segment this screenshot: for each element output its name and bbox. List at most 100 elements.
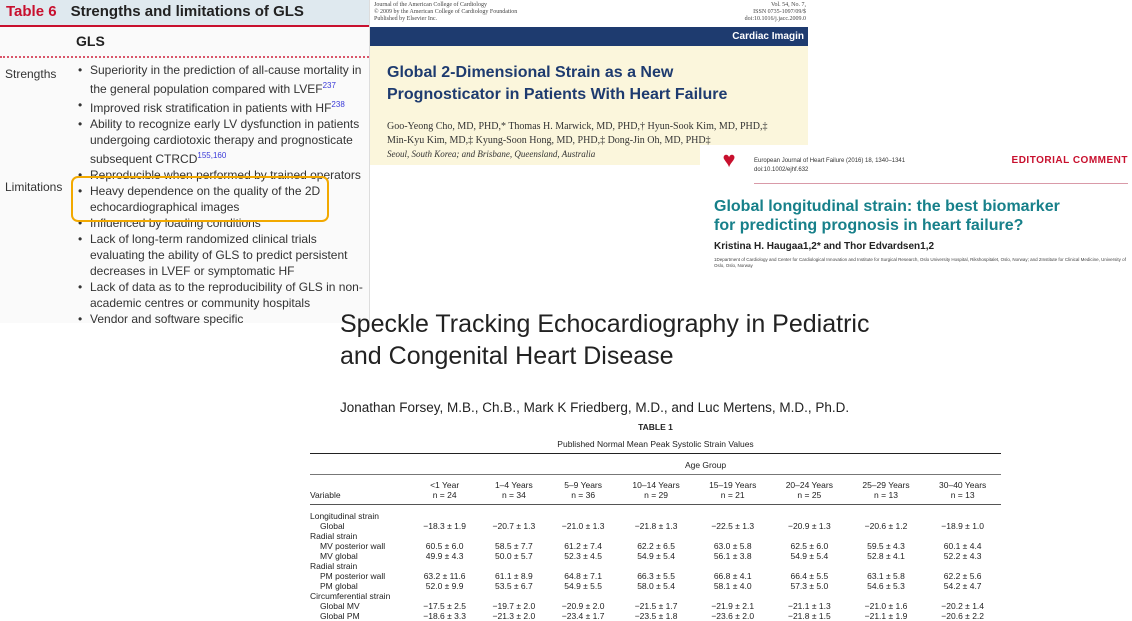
strain-value: 52.8 ± 4.1: [867, 550, 905, 561]
reference-link[interactable]: 155,160: [197, 151, 227, 160]
strengths-label: Strengths: [5, 67, 57, 81]
strain-value: −21.1 ± 1.3: [787, 600, 831, 611]
strain-value: −21.8 ± 1.5: [787, 610, 831, 621]
table-row: MV global 49.9 ± 4.3 50.0 ± 5.7 52.3 ± 4.5 5…: [310, 551, 1001, 561]
age-column-header: 10–14 Years n = 29: [617, 474, 695, 505]
age-label: 30–40 Years: [939, 480, 987, 490]
strain-value: 66.3 ± 5.5: [637, 570, 675, 581]
authors-line: Min-Kyu Kim, MD,‡ Kyung-Soon Hong, MD, P…: [387, 135, 711, 146]
strain-value: 63.1 ± 5.8: [867, 570, 905, 581]
strength-item: Improved risk stratification in patients…: [76, 97, 368, 116]
limitation-item: Lack of data as to the reproducibility o…: [76, 279, 368, 311]
strain-value: −20.6 ± 2.2: [941, 610, 985, 621]
journal-info: Journal of the American College of Cardi…: [370, 0, 808, 27]
strain-value: −19.7 ± 2.0: [492, 600, 536, 611]
title-line: for predicting prognosis in heart failur…: [714, 217, 1024, 234]
strain-value: 56.1 ± 3.8: [713, 550, 752, 561]
strain-value: 58.5 ± 7.7: [495, 540, 533, 551]
strain-table: Age Group Variable <1 Year n = 24 1–4 Years n…: [310, 453, 1001, 621]
age-label: 5–9 Years: [564, 480, 603, 490]
strain-value: −21.3 ± 2.0: [492, 610, 536, 621]
gls-bullet-list: Superiority in the prediction of all-cau…: [76, 62, 368, 327]
strain-value: 66.4 ± 5.5: [790, 570, 829, 581]
age-label: 25–29 Years: [862, 480, 910, 490]
table-row: Global PM −18.6 ± 3.3 −21.3 ± 2.0 −23.4 ± 1…: [310, 611, 1001, 621]
speckle-authors: Jonathan Forsey, M.B., Ch.B., Mark K Fri…: [340, 400, 850, 415]
strain-value: −23.4 ± 1.7: [561, 610, 605, 621]
strain-value: −17.5 ± 2.5: [423, 600, 466, 611]
age-column-header: 25–29 Years n = 13: [847, 474, 925, 505]
table-number: Table 6: [6, 3, 57, 20]
sample-size: n = 29: [644, 490, 668, 500]
journal-line: Journal of the American College of Cardi…: [374, 2, 487, 8]
age-label: 20–24 Years: [785, 480, 833, 490]
table-title: Strengths and limitations of GLS: [70, 3, 304, 20]
sample-size: n = 24: [432, 490, 457, 500]
age-column-header: 15–19 Years n = 21: [694, 474, 772, 505]
age-label: 10–14 Years: [632, 480, 680, 490]
authors: Kristina H. Haugaa1,2* and Thor Edvardse…: [714, 241, 935, 252]
undefined: [310, 454, 410, 475]
limitation-item: Vendor and software specific: [76, 311, 368, 327]
section-label: Radial strain: [310, 560, 358, 571]
strain-value: 61.2 ± 7.4: [564, 540, 602, 551]
row-label: MV posterior wall: [320, 540, 386, 551]
sample-size: n = 36: [571, 490, 596, 500]
age-column-header: 5–9 Years n = 36: [548, 474, 618, 505]
title-line: Global 2-Dimensional Strain as a New: [387, 64, 674, 81]
strain-value: 53.5 ± 6.7: [495, 580, 533, 591]
doi: doi:10.1002/ejhf.632: [754, 167, 809, 173]
authors-line: Goo-Yeong Cho, MD, PHD,* Thomas H. Marwi…: [387, 121, 768, 132]
strain-value: −18.6 ± 3.3: [423, 610, 466, 621]
speckle-article-title: Speckle Tracking Echocardiography in Ped…: [340, 308, 869, 372]
strain-value: −23.6 ± 2.0: [711, 610, 755, 621]
sample-size: n = 13: [874, 490, 898, 500]
heart-icon: ♥: [722, 147, 736, 172]
strain-values-table: TABLE 1 Published Normal Mean Peak Systo…: [310, 418, 1001, 621]
spacer-row: [310, 505, 1001, 511]
strain-value: −20.2 ± 1.4: [941, 600, 985, 611]
strain-value: 50.0 ± 5.7: [495, 550, 533, 561]
section-label: Radial strain: [310, 530, 358, 541]
table-row: Global −18.3 ± 1.9 −20.7 ± 1.3 −21.0 ± 1.3 −…: [310, 521, 1001, 531]
section-label: Longitudinal strain: [310, 510, 379, 521]
age-label: <1 Year: [430, 480, 460, 490]
strain-value: −20.9 ± 2.0: [561, 600, 605, 611]
age-column-header: 20–24 Years n = 25: [771, 474, 848, 505]
journal-line: © 2009 by the American College of Cardio…: [374, 9, 518, 15]
title-line: Speckle Tracking Echocardiography in Ped…: [340, 310, 870, 338]
strain-value: −21.9 ± 2.1: [711, 600, 755, 611]
reference-link[interactable]: 238: [331, 100, 345, 109]
strain-value: −21.1 ± 1.9: [864, 610, 908, 621]
age-label: 15–19 Years: [709, 480, 757, 490]
strength-item: Superiority in the prediction of all-cau…: [76, 62, 368, 97]
location: Seoul, South Korea; and Brisbane, Queens…: [387, 149, 596, 159]
section-row: Radial strain: [310, 561, 1001, 571]
strain-value: 58.1 ± 4.0: [713, 580, 752, 591]
reference-link[interactable]: 237: [322, 81, 336, 90]
strain-value: 60.1 ± 4.4: [943, 540, 982, 551]
strain-value: 64.8 ± 7.1: [564, 570, 602, 581]
strain-value: 57.3 ± 5.0: [790, 580, 829, 591]
affiliation: 1Department of Cardiology and Center for…: [714, 257, 1126, 268]
age-group-header: Age Group: [684, 460, 727, 470]
age-column-header: 30–40 Years n = 13: [924, 474, 1001, 505]
table-label: TABLE 1: [638, 422, 673, 432]
strain-value: 62.5 ± 6.0: [790, 540, 829, 551]
strain-value: 62.2 ± 5.6: [943, 570, 982, 581]
section-row: Circumferential strain: [310, 591, 1001, 601]
strain-value: 54.2 ± 4.7: [943, 580, 982, 591]
jacc-article-header: Journal of the American College of Cardi…: [370, 0, 808, 165]
strength-item: Reproducible when performed by trained o…: [76, 167, 368, 183]
meta-line: ISSN 0735-1097/09/$: [753, 9, 806, 15]
meta-line: Vol. 54, No. 7,: [770, 2, 806, 8]
meta-line: doi:10.1016/j.jacc.2009.0: [744, 16, 806, 22]
strain-value: −20.9 ± 1.3: [787, 520, 831, 531]
table-row: Global MV −17.5 ± 2.5 −19.7 ± 2.0 −20.9 ± 2…: [310, 601, 1001, 611]
strain-value: −21.8 ± 1.3: [634, 520, 678, 531]
strain-value: −22.5 ± 1.3: [711, 520, 755, 531]
divider: [754, 183, 1128, 184]
strain-value: 59.5 ± 4.3: [867, 540, 905, 551]
journal-name: European Journal of Heart Failure (2016)…: [754, 158, 906, 164]
strain-value: 58.0 ± 5.4: [637, 580, 675, 591]
